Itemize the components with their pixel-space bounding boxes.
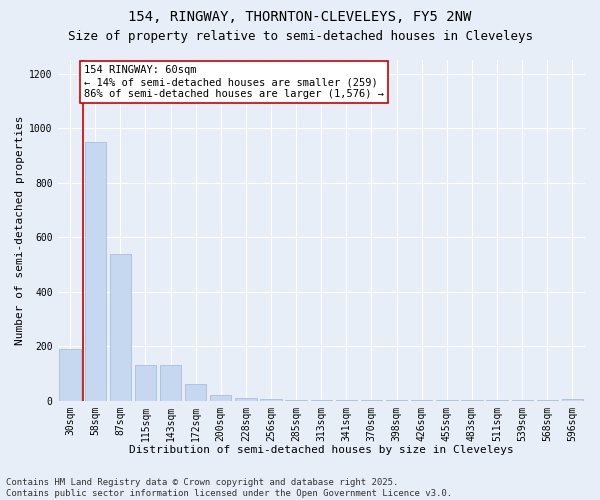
Text: 154 RINGWAY: 60sqm
← 14% of semi-detached houses are smaller (259)
86% of semi-d: 154 RINGWAY: 60sqm ← 14% of semi-detache…: [84, 66, 384, 98]
Bar: [235, 398, 257, 400]
Bar: [210, 396, 232, 400]
Text: Size of property relative to semi-detached houses in Cleveleys: Size of property relative to semi-detach…: [67, 30, 533, 43]
Bar: [160, 366, 181, 400]
Text: Contains HM Land Registry data © Crown copyright and database right 2025.
Contai: Contains HM Land Registry data © Crown c…: [6, 478, 452, 498]
X-axis label: Distribution of semi-detached houses by size in Cleveleys: Distribution of semi-detached houses by …: [129, 445, 514, 455]
Bar: [85, 142, 106, 401]
Bar: [135, 366, 156, 400]
Bar: [59, 349, 81, 401]
Text: 154, RINGWAY, THORNTON-CLEVELEYS, FY5 2NW: 154, RINGWAY, THORNTON-CLEVELEYS, FY5 2N…: [128, 10, 472, 24]
Y-axis label: Number of semi-detached properties: Number of semi-detached properties: [15, 116, 25, 345]
Bar: [185, 384, 206, 400]
Bar: [110, 254, 131, 400]
